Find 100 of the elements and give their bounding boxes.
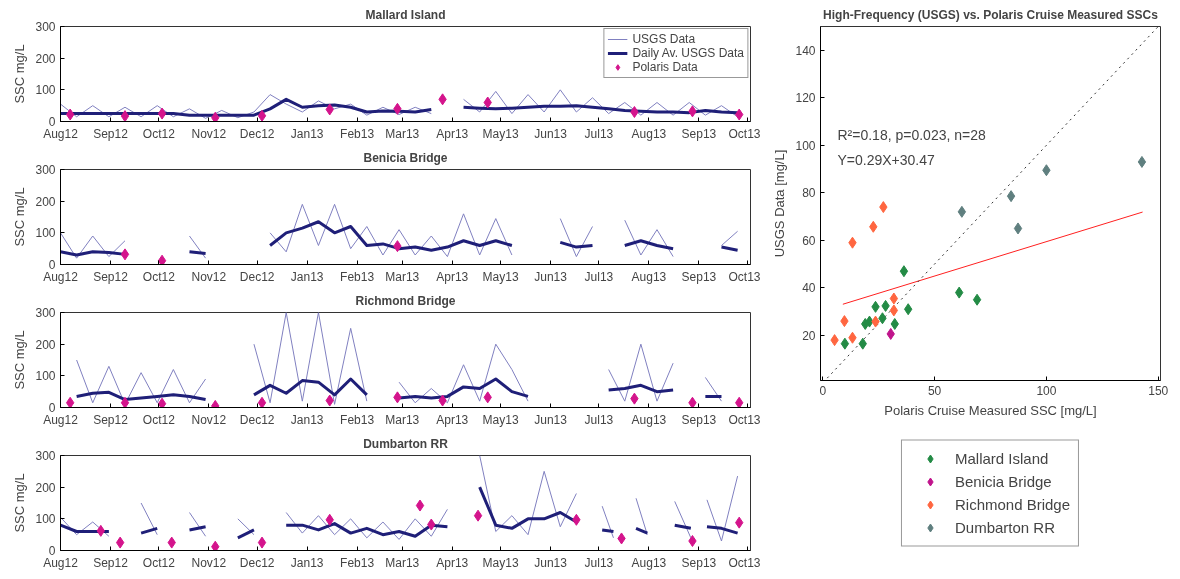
x-tick-label: Aug12	[43, 412, 79, 427]
x-tick-label: Jul13	[584, 126, 614, 141]
y-axis-title: SSC mg/L	[12, 330, 28, 390]
x-tick-label: May13	[482, 555, 519, 570]
x-tick-label: Aug12	[43, 269, 79, 284]
y-tick-label: 300	[35, 449, 56, 463]
y-tick-label: 300	[35, 306, 56, 320]
legend-label: USGS Data	[632, 32, 696, 46]
y-tick-label: 20	[802, 328, 816, 343]
x-tick-label: Oct12	[142, 269, 176, 284]
x-tick-label: Nov12	[191, 555, 227, 570]
point	[157, 107, 167, 120]
x-tick-label: Oct12	[142, 412, 176, 427]
x-tick-label: Apr13	[436, 269, 469, 284]
x-tick-label: 0	[819, 383, 827, 398]
x-tick-label: Feb13	[340, 269, 375, 284]
x-tick-label: Aug13	[631, 555, 667, 570]
x-tick-label: Mar13	[385, 126, 420, 141]
point	[889, 292, 899, 305]
x-tick-label: Oct13	[728, 126, 761, 141]
annotation: Y=0.29X+30.47	[837, 152, 936, 169]
x-tick-label: Aug13	[631, 269, 667, 284]
x-tick-label: Jul13	[584, 412, 614, 427]
x-tick-label: Jan13	[290, 555, 324, 570]
y-tick-label: 100	[35, 369, 56, 384]
chart-title: High-Frequency (USGS) vs. Polaris Cruise Measured SSCs	[823, 7, 1159, 22]
point	[473, 509, 483, 522]
x-tick-label: 100	[1036, 383, 1057, 398]
y-axis-title: SSC mg/L	[12, 44, 28, 104]
x-tick-label: Dec12	[239, 126, 275, 141]
y-tick-label: 300	[35, 163, 56, 177]
y-axis-title: SSC mg/L	[12, 473, 28, 533]
x-tick-label: Jan13	[290, 412, 324, 427]
x-tick-label: Nov12	[191, 126, 227, 141]
x-tick-label: 50	[927, 383, 942, 398]
x-tick-label: Mar13	[385, 555, 420, 570]
x-tick-label: Feb13	[340, 126, 375, 141]
point	[1013, 222, 1023, 235]
point	[630, 106, 639, 118]
y-tick-label: 0	[48, 115, 56, 129]
y-tick-label: 140	[795, 43, 816, 58]
point	[120, 110, 130, 122]
point	[115, 536, 125, 549]
x-tick-label: Apr13	[436, 555, 469, 570]
y-tick-label: 200	[35, 480, 56, 495]
y-tick-label: 0	[48, 258, 56, 272]
x-tick-label: Sep13	[681, 555, 717, 570]
y-tick-label: 200	[35, 51, 56, 66]
y-tick-label: 100	[35, 226, 56, 241]
x-axis-title: Polaris Cruise Measured SSC [mg/L]	[884, 402, 1097, 418]
x-tick-label: Jun13	[534, 555, 568, 570]
legend-label: Richmond Bridge	[954, 495, 1071, 513]
y-tick-label: 0	[48, 401, 56, 415]
legend-label: Mallard Island	[954, 449, 1049, 467]
x-tick-label: Aug13	[631, 126, 667, 141]
x-tick-label: Dec12	[239, 555, 275, 570]
y-tick-label: 200	[35, 337, 56, 352]
chart-title: Richmond Bridge	[355, 293, 456, 308]
x-tick-label: Aug12	[43, 555, 79, 570]
y-tick-label: 40	[802, 281, 816, 296]
x-tick-label: Aug12	[43, 126, 79, 141]
x-tick-label: Apr13	[436, 412, 469, 427]
y-tick-label: 100	[795, 138, 816, 153]
y-tick-label: 100	[35, 512, 56, 527]
y-tick-label: 100	[35, 83, 56, 98]
x-tick-label: 150	[1148, 383, 1169, 398]
x-tick-label: Sep12	[93, 412, 129, 427]
legend-label: Benicia Bridge	[954, 472, 1052, 490]
x-tick-label: Jun13	[534, 269, 568, 284]
x-tick-label: Jan13	[290, 126, 324, 141]
point	[1137, 155, 1147, 168]
y-tick-label: 120	[795, 91, 816, 106]
x-tick-label: Feb13	[340, 555, 375, 570]
x-tick-label: Sep12	[93, 555, 129, 570]
chart-title: Dumbarton RR	[363, 436, 449, 451]
x-tick-label: Feb13	[340, 412, 375, 427]
point	[257, 109, 267, 122]
annotation: R²=0.18, p=0.023, n=28	[837, 127, 986, 144]
x-tick-label: Jun13	[534, 412, 568, 427]
x-tick-label: May13	[482, 269, 519, 284]
y-tick-label: 0	[48, 544, 56, 558]
point	[1006, 190, 1016, 203]
x-tick-label: Oct13	[728, 555, 761, 570]
y-axis-title: USGS Data [mg/L]	[772, 149, 788, 258]
x-tick-label: Oct13	[728, 412, 761, 427]
chart-title: Mallard Island	[365, 7, 446, 22]
y-axis-title: SSC mg/L	[12, 187, 28, 247]
point	[415, 499, 425, 512]
x-tick-label: Dec12	[239, 269, 275, 284]
point	[257, 536, 267, 549]
x-tick-label: Nov12	[191, 412, 227, 427]
legend-label: Dumbarton RR	[954, 518, 1056, 536]
y-tick-label: 300	[35, 20, 56, 34]
x-tick-label: Sep13	[681, 412, 717, 427]
x-tick-label: Mar13	[385, 269, 420, 284]
point	[899, 265, 909, 278]
x-tick-label: Sep13	[681, 126, 717, 141]
y-tick-label: 80	[802, 186, 816, 201]
x-tick-label: Oct12	[142, 555, 176, 570]
point	[211, 540, 220, 551]
